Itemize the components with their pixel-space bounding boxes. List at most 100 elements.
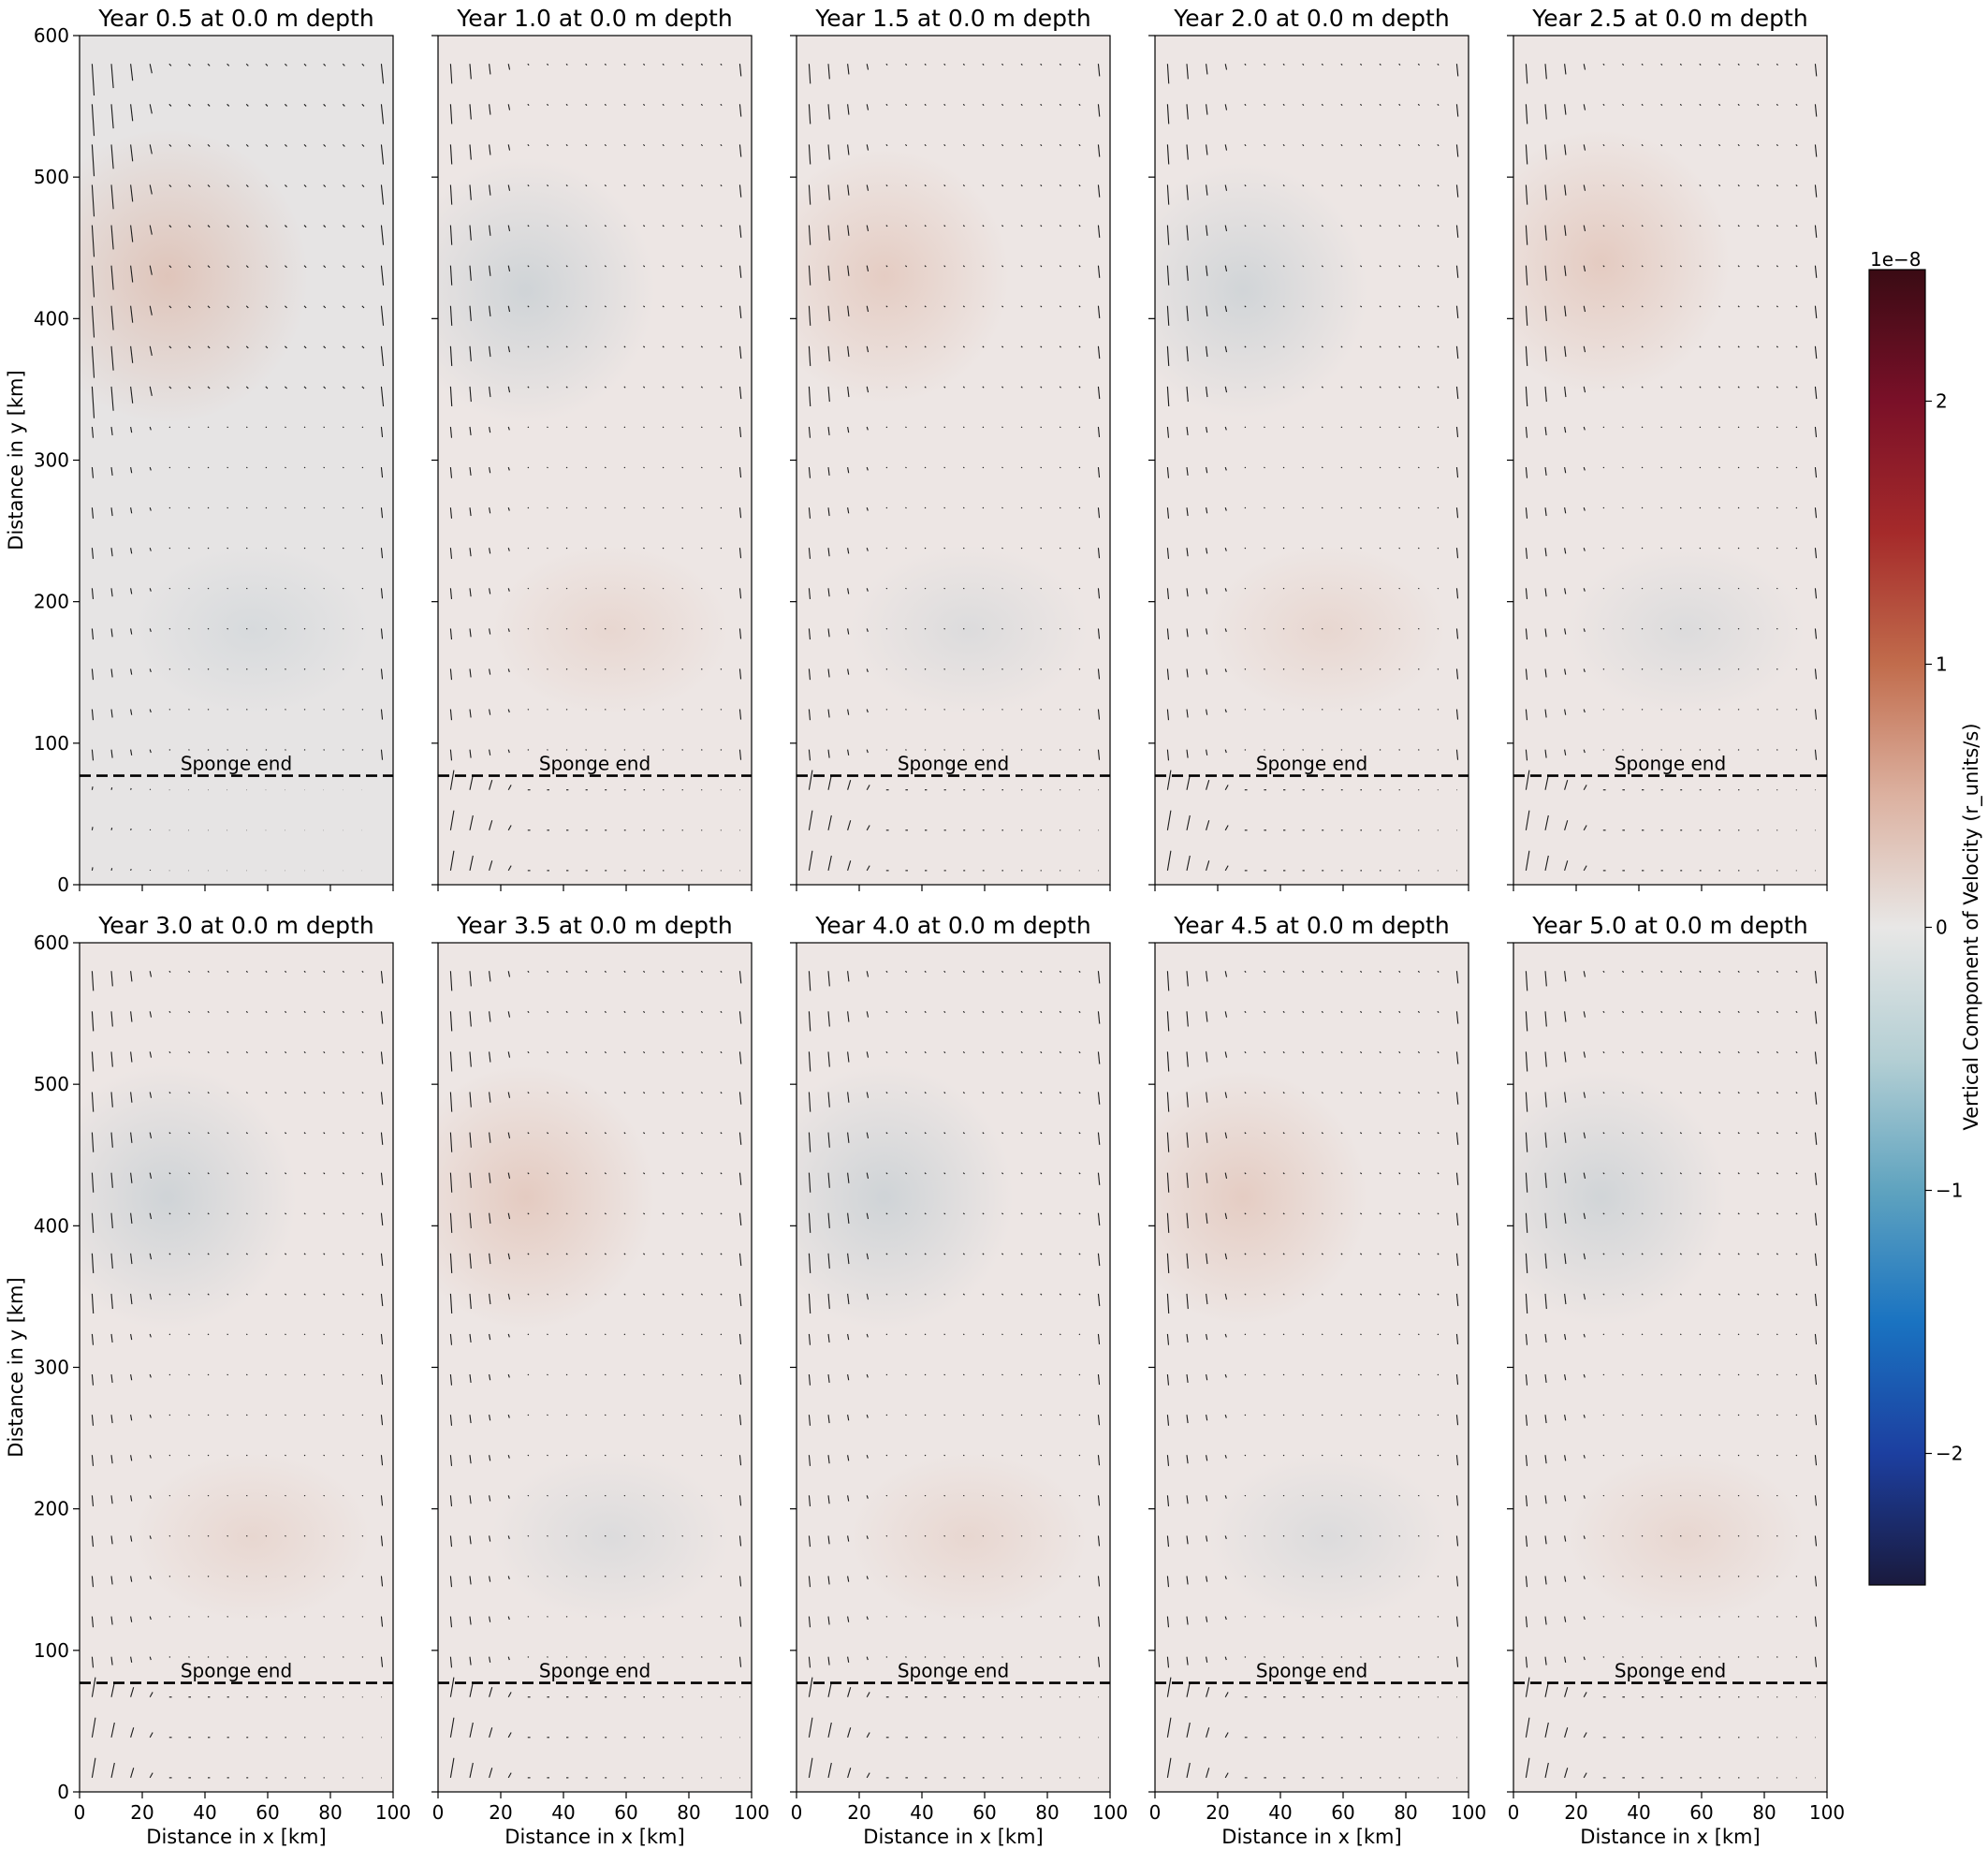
quiver-arrow (808, 668, 811, 681)
quiver-arrow (1525, 1757, 1530, 1778)
quiver-arrow (808, 1495, 811, 1507)
quiver-arrow (1001, 345, 1004, 348)
quiver-arrow (1186, 345, 1189, 362)
quiver-arrow (303, 466, 306, 469)
quiver-arrow (207, 1051, 210, 1054)
quiver-arrow (623, 1454, 626, 1457)
quiver-arrow (1737, 506, 1740, 509)
quiver-arrow (245, 1212, 248, 1215)
quiver-arrow (1244, 970, 1247, 973)
quiver-arrow (1282, 305, 1285, 308)
quiver-arrow (91, 64, 95, 96)
quiver-arrow (1679, 506, 1682, 509)
quiver-arrow (323, 749, 326, 751)
quiver-arrow (361, 345, 365, 349)
quiver-arrow (1757, 1172, 1760, 1175)
quiver-arrow (1544, 1722, 1549, 1738)
quiver-arrow (380, 225, 385, 245)
quiver-arrow (265, 587, 268, 590)
quiver-arrow (1379, 1253, 1381, 1255)
quiver-arrow (681, 63, 684, 66)
quiver-arrow (168, 184, 172, 187)
quiver-arrow (827, 855, 832, 871)
quiver-arrow (827, 1576, 830, 1585)
quiver-arrow (1455, 588, 1459, 599)
quiver-arrow (449, 1455, 453, 1466)
quiver-arrow (265, 709, 268, 711)
quiver-arrow (1282, 466, 1285, 469)
quiver-arrow (342, 426, 344, 429)
quiver-arrow (1186, 184, 1189, 200)
quiver-arrow (1564, 1293, 1567, 1305)
quiver-arrow (982, 627, 985, 630)
quiver-arrow (1737, 386, 1740, 389)
quiver-arrow (1437, 1333, 1440, 1336)
quiver-arrow (1795, 506, 1798, 509)
quiver-arrow (1340, 63, 1343, 66)
quiver-arrow (1166, 265, 1170, 286)
quiver-arrow (643, 1253, 646, 1255)
quiver-arrow (168, 1293, 171, 1296)
quiver-arrow (1360, 1454, 1362, 1457)
quiver-arrow (827, 426, 830, 435)
quiver-arrow (827, 345, 830, 362)
quiver-arrow (1020, 506, 1023, 509)
x-tick-label: 40 (1627, 1801, 1650, 1824)
quiver-arrow (110, 588, 113, 597)
quiver-arrow (1166, 64, 1170, 84)
quiver-arrow (149, 265, 153, 275)
quiver-arrow (130, 1092, 133, 1103)
quiver-arrow (1166, 1172, 1170, 1193)
quiver-arrow (1437, 1010, 1440, 1014)
quiver-arrow (808, 1132, 811, 1152)
x-tick-label: 40 (910, 1801, 933, 1824)
quiver-arrow (1814, 1212, 1818, 1225)
quiver-arrow (1814, 64, 1818, 77)
quiver-arrow (1206, 749, 1208, 756)
quiver-arrow (1737, 1132, 1740, 1135)
quiver-arrow (1437, 1373, 1440, 1376)
quiver-arrow (1302, 627, 1305, 630)
quiver-arrow (547, 386, 549, 389)
quiver-arrow (604, 386, 607, 389)
quiver-arrow (1398, 1051, 1401, 1054)
quiver-arrow (1282, 426, 1285, 429)
quiver-arrow (110, 1495, 113, 1504)
quiver-arrow (1206, 507, 1208, 514)
quiver-arrow (380, 345, 385, 366)
quiver-arrow (585, 1414, 588, 1416)
quiver-arrow (265, 1092, 268, 1094)
quiver-arrow (1321, 506, 1323, 509)
quiver-arrow (1166, 548, 1170, 559)
quiver-arrow (1718, 426, 1720, 429)
quiver-arrow (1660, 225, 1663, 227)
quiver-field (1166, 63, 1459, 872)
quiver-arrow (1602, 709, 1605, 711)
quiver-arrow (866, 1092, 870, 1098)
quiver-arrow (130, 507, 133, 514)
quiver-arrow (1398, 305, 1401, 308)
quiver-arrow (1776, 1212, 1778, 1215)
quiver-arrow (1737, 1414, 1740, 1416)
quiver-arrow (1602, 668, 1605, 670)
quiver-arrow (866, 225, 870, 231)
quiver-arrow (1814, 1011, 1818, 1024)
quiver-arrow (565, 345, 568, 348)
quiver-arrow (1379, 1454, 1381, 1457)
quiver-arrow (1641, 1212, 1644, 1215)
quiver-arrow (1757, 466, 1760, 469)
quiver-arrow (1040, 103, 1043, 107)
quiver-arrow (1360, 1172, 1363, 1175)
quiver-arrow (110, 628, 113, 638)
quiver-arrow (265, 225, 269, 228)
quiver-arrow (227, 1575, 229, 1578)
quiver-arrow (207, 345, 211, 349)
quiver-arrow (866, 1051, 870, 1058)
quiver-arrow (1224, 1576, 1227, 1580)
quiver-arrow (905, 103, 908, 107)
quiver-arrow (1186, 971, 1189, 987)
quiver-arrow (1078, 466, 1081, 469)
quiver-arrow (1660, 466, 1663, 469)
quiver-arrow (1437, 587, 1440, 590)
